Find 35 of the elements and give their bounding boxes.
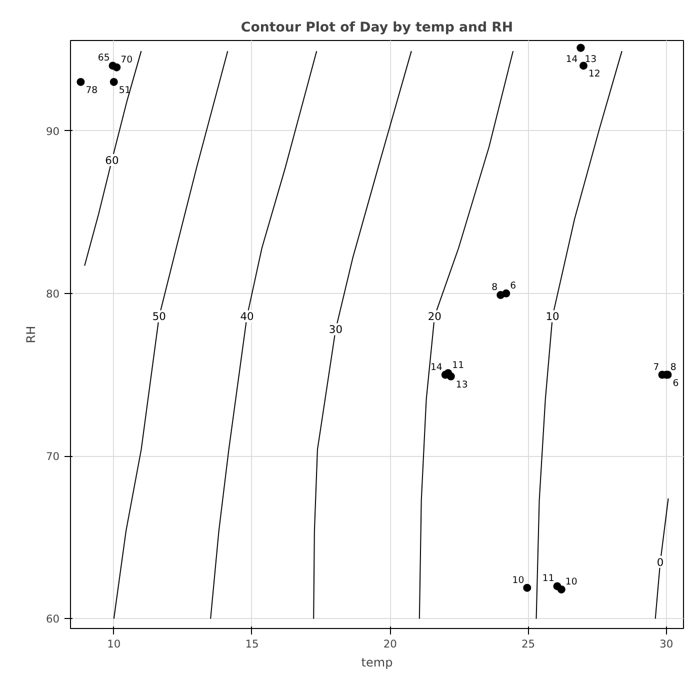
y-tick-label: 60 — [46, 612, 60, 626]
series-label: 0 — [656, 556, 664, 569]
x-axis-title: temp — [361, 656, 393, 670]
x-tick-label: 25 — [521, 638, 536, 650]
annotation: 70 — [120, 54, 133, 66]
annotation: 12 — [588, 68, 600, 80]
series-label: 10 — [546, 310, 560, 324]
annotation: 10 — [512, 574, 524, 586]
annotation: 11 — [452, 360, 464, 372]
series-label: 30 — [328, 323, 343, 336]
series-label: 20 — [428, 310, 442, 324]
x-tick-label: 15 — [245, 638, 259, 650]
x-tick-label: 10 — [107, 638, 121, 650]
y-tick-label: 90 — [46, 124, 60, 138]
series-label: 50 — [152, 310, 166, 324]
annotation: 14 — [566, 54, 578, 65]
annotation: 10 — [565, 576, 578, 588]
annotation: 11 — [542, 573, 554, 584]
y-tick-label: 80 — [46, 287, 60, 300]
annotation: 14 — [430, 362, 442, 373]
x-tick-label: 20 — [383, 638, 398, 650]
annotation: 65 — [98, 52, 110, 64]
annotation: 6 — [510, 280, 516, 292]
chart-title: Contour Plot of Day by temp and RH — [240, 20, 514, 36]
annotation: 51 — [118, 84, 131, 96]
annotation: 8 — [492, 282, 498, 294]
x-tick-label: 30 — [660, 638, 674, 650]
annotation: 7 — [653, 362, 660, 373]
annotation: 13 — [584, 54, 597, 65]
annotation: 8 — [670, 362, 676, 373]
y-axis-title: RH — [24, 326, 38, 344]
y-tick-label: 70 — [46, 450, 60, 464]
annotation: 13 — [456, 379, 468, 390]
annotation: 78 — [86, 84, 98, 96]
annotation: 6 — [672, 378, 679, 389]
